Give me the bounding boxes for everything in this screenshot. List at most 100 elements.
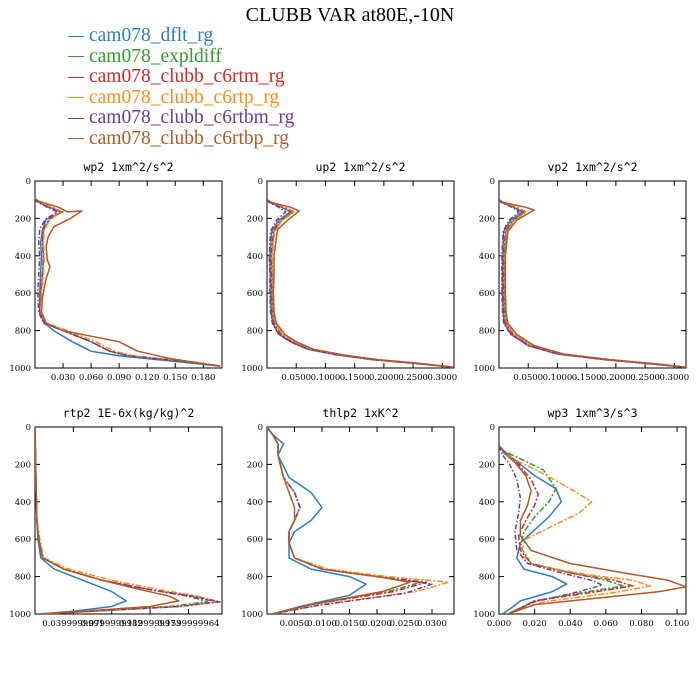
panel-title: wp3 1xm^3/s^3: [547, 406, 637, 420]
panel-title: up2 1xm^2/s^2: [315, 160, 405, 174]
series-line: [499, 445, 634, 614]
x-tick-label: 0.3000: [427, 373, 457, 383]
y-tick-label: 800: [479, 327, 495, 337]
chart-panel-1: wp2 1xm^2/s^2 0 200 400 600 800 1000 0.030 0.060…: [9, 160, 223, 383]
plot-frame: [498, 180, 687, 369]
series-line: [35, 427, 127, 614]
y-tick-label: 1000: [473, 610, 495, 620]
series-group: [267, 427, 450, 614]
legend-item: cam078_clubb_c6rtp_rg: [68, 86, 294, 109]
legend-item: cam078_expldiff: [68, 45, 294, 68]
legend-label: cam078_clubb_c6rtp_rg: [89, 86, 280, 108]
x-tick-label: 0.1500: [572, 373, 602, 383]
chart-panel-3: vp2 1xm^2/s^2 0 200 400 600 800 1000 0.0500 0.10…: [473, 160, 689, 383]
y-tick-label: 200: [479, 214, 495, 224]
series-line: [35, 427, 209, 614]
y-tick-label: 1000: [241, 610, 263, 620]
x-tick-label: 0.2500: [630, 373, 660, 383]
y-tick-label: 600: [479, 289, 495, 299]
plot-frame: [34, 426, 223, 615]
y-tick-label: 400: [15, 498, 31, 508]
x-tick-label: 0.030: [51, 373, 75, 383]
legend-label: cam078_dflt_rg: [89, 25, 214, 47]
panel-title: rtp2 1E-6x(kg/kg)^2: [63, 406, 195, 420]
y-tick-label: 1000: [473, 364, 495, 374]
y-tick-label: 400: [15, 252, 31, 262]
y-tick-label: 400: [247, 498, 263, 508]
y-tick-label: 600: [15, 289, 31, 299]
y-tick-label: 800: [479, 573, 495, 583]
x-tick-label: 0.1599999964: [157, 619, 219, 629]
x-tick-label: 0.2000: [601, 373, 631, 383]
y-tick-label: 400: [479, 498, 495, 508]
chart-panel-4: rtp2 1E-6x(kg/kg)^2 0 200 400 600 800 1000 0.03…: [9, 406, 223, 629]
x-tick-label: 0.0500: [513, 373, 543, 383]
x-tick-label: 0.1000: [311, 373, 341, 383]
y-tick-label: 600: [247, 535, 263, 545]
x-tick-label: 0.0200: [362, 619, 392, 629]
y-tick-label: 200: [247, 214, 263, 224]
legend-item: cam078_dflt_rg: [68, 26, 294, 47]
legend-label: cam078_expldiff: [89, 45, 222, 67]
series-line: [267, 199, 453, 368]
x-tick-label: 0.000: [487, 619, 511, 629]
panel-title: vp2 1xm^2/s^2: [547, 160, 637, 174]
y-tick-label: 200: [247, 460, 263, 470]
y-tick-label: 200: [15, 214, 31, 224]
x-tick-label: 0.0399999991: [42, 619, 104, 629]
series-line: [35, 198, 221, 367]
x-tick-label: 0.1000: [543, 373, 573, 383]
y-tick-label: 600: [479, 535, 495, 545]
series-line: [499, 445, 625, 614]
legend-swatch: [68, 117, 84, 119]
series-line: [35, 427, 180, 614]
x-tick-label: 0.2500: [398, 373, 428, 383]
x-tick-label: 0.0100: [307, 619, 337, 629]
x-tick-label: 0.180: [191, 373, 215, 383]
y-tick-label: 200: [479, 460, 495, 470]
y-tick-label: 600: [15, 535, 31, 545]
series-line: [499, 199, 685, 368]
legend-label: cam078_clubb_c6rtm_rg: [89, 66, 285, 88]
x-tick-label: 0.040: [558, 619, 582, 629]
series-group: [499, 199, 685, 368]
y-tick-label: 800: [247, 573, 263, 583]
legend-label: cam078_clubb_c6rtbp_rg: [89, 127, 290, 149]
panel-title: thlp2 1xK^2: [322, 406, 398, 420]
y-tick-label: 1000: [9, 364, 31, 374]
series-line: [35, 198, 221, 367]
x-tick-label: 0.100: [665, 619, 689, 629]
series-line: [499, 199, 685, 368]
series-group: [267, 199, 453, 368]
y-tick-label: 600: [247, 289, 263, 299]
y-tick-label: 0: [258, 177, 263, 187]
y-tick-label: 800: [247, 327, 263, 337]
series-line: [35, 198, 221, 367]
legend-swatch: [68, 138, 84, 140]
series-line: [499, 445, 604, 614]
legend-swatch: [68, 35, 84, 37]
legend: cam078_dflt_rg cam078_expldiff cam078_club…: [68, 26, 294, 149]
legend-item: cam078_clubb_c6rtbm_rg: [68, 108, 294, 129]
chart-title: CLUBB VAR at80E,-10N: [245, 4, 455, 26]
legend-label: cam078_clubb_c6rtbm_rg: [89, 107, 295, 129]
series-line: [267, 427, 428, 614]
series-line: [499, 445, 686, 614]
chart-panel-2: up2 1xm^2/s^2 0 200 400 600 800 1000 0.0500 0.10…: [241, 160, 457, 383]
x-tick-label: 0.0150: [335, 619, 365, 629]
legend-swatch: [68, 97, 84, 99]
x-tick-label: 0.0300: [417, 619, 447, 629]
legend-item: cam078_clubb_c6rtbp_rg: [68, 127, 294, 150]
y-tick-label: 400: [247, 252, 263, 262]
y-tick-label: 800: [15, 573, 31, 583]
plot-frame: [266, 180, 455, 369]
x-tick-label: 0.2000: [369, 373, 399, 383]
legend-swatch: [68, 76, 84, 78]
series-line: [499, 199, 685, 368]
series-line: [267, 427, 411, 614]
x-tick-label: 0.060: [79, 373, 103, 383]
series-line: [267, 199, 453, 368]
y-tick-label: 1000: [241, 364, 263, 374]
